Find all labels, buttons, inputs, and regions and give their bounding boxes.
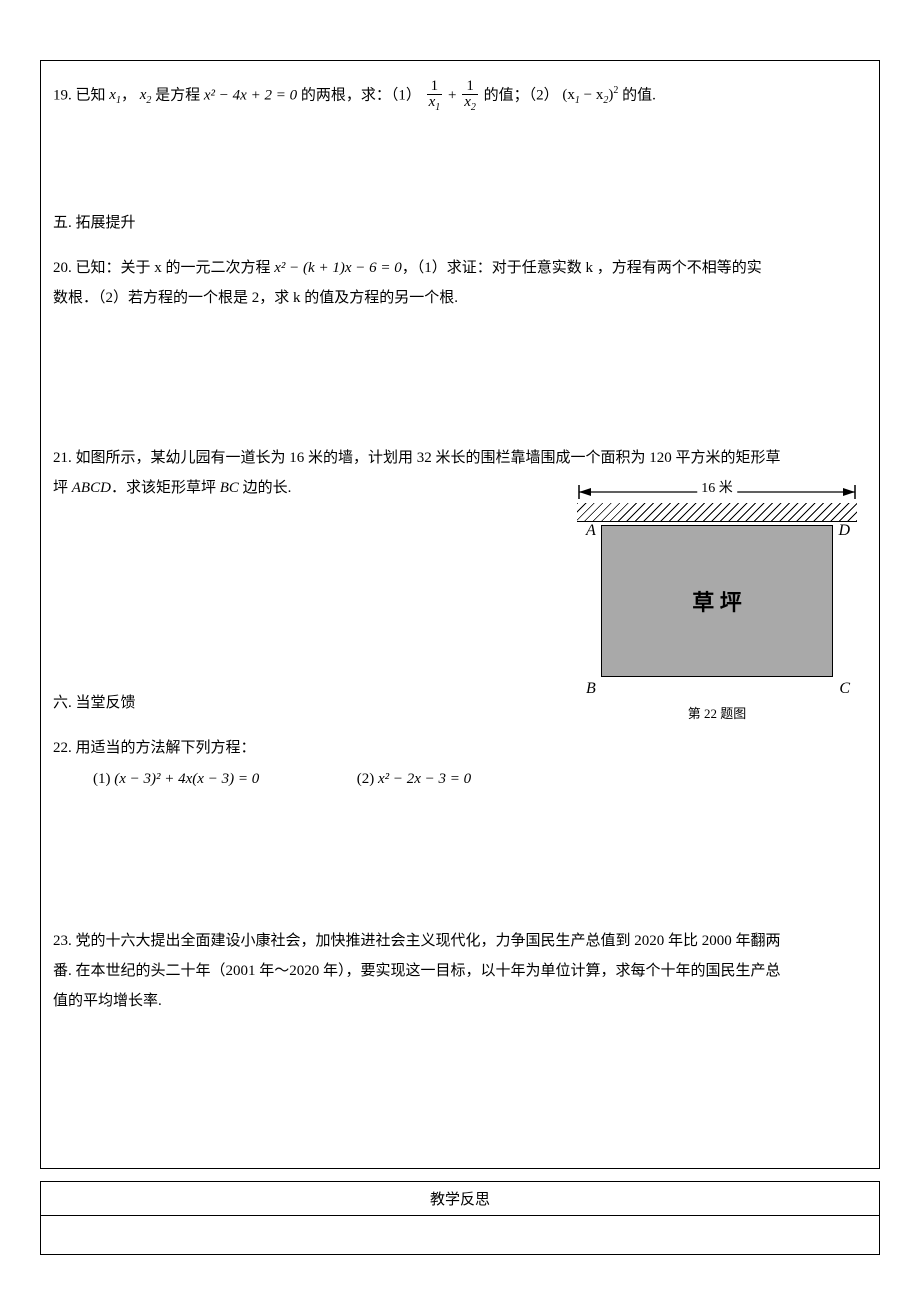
wall-row: 16 米: [577, 483, 857, 525]
page: 19. 已知 x1， x2 是方程 x² − 4x + 2 = 0 的两根，求：…: [0, 0, 920, 1315]
footer-table: 教学反思: [40, 1181, 880, 1255]
question-23-line1: 23. 党的十六大提出全面建设小康社会，加快推进社会主义现代化，力争国民生产总值…: [53, 926, 867, 956]
section-5-title: 五. 拓展提升: [53, 208, 867, 238]
question-19: 19. 已知 x1， x2 是方程 x² − 4x + 2 = 0 的两根，求：…: [53, 79, 867, 113]
corner-a: A: [586, 522, 596, 540]
corner-c: C: [839, 680, 850, 698]
question-21-block: 21. 如图所示，某幼儿园有一道长为 16 米的墙，计划用 32 米长的围栏靠墙…: [53, 443, 867, 673]
q20-equation: x² − (k + 1)x − 6 = 0: [274, 260, 401, 276]
q19-prefix: 19. 已知: [53, 87, 106, 103]
spacer: [53, 1016, 867, 1156]
question-20: 20. 已知：关于 x 的一元二次方程 x² − (k + 1)x − 6 = …: [53, 253, 867, 283]
q19-x1: x1: [109, 87, 121, 103]
wall-hatch: [577, 503, 857, 522]
lawn-rectangle: 草 坪 A D B C: [601, 525, 833, 677]
q19-diff-sq: (x1 − x2)2: [562, 87, 618, 103]
lawn-text: 草 坪: [692, 585, 742, 617]
corner-d: D: [838, 522, 850, 540]
footer-empty-row: [41, 1216, 880, 1255]
main-content-box: 19. 已知 x1， x2 是方程 x² − 4x + 2 = 0 的两根，求：…: [40, 60, 880, 1169]
wall-length-label: 16 米: [697, 477, 737, 497]
footer-title-cell: 教学反思: [41, 1182, 880, 1216]
q22-eq2: x² − 2x − 3 = 0: [378, 771, 471, 787]
question-23-line2: 番. 在本世纪的头二十年（2001 年～2020 年），要实现这一目标，以十年为…: [53, 956, 867, 986]
spacer: [53, 113, 867, 193]
footer-title-row: 教学反思: [41, 1182, 880, 1216]
question-23-line3: 值的平均增长率.: [53, 986, 867, 1016]
q19-equation: x² − 4x + 2 = 0: [204, 87, 297, 103]
question-20-line2: 数根．（2）若方程的一个根是 2，求 k 的值及方程的另一个根.: [53, 283, 867, 313]
q19-x2: x2: [140, 87, 152, 103]
q19-frac2: 1 x2: [462, 79, 478, 113]
question-21-line1: 21. 如图所示，某幼儿园有一道长为 16 米的墙，计划用 32 米长的围栏靠墙…: [53, 443, 867, 473]
lawn-diagram: 16 米 草 坪 A D B C 第 22 题图: [577, 483, 857, 722]
diagram-caption: 第 22 题图: [577, 703, 857, 722]
q19-frac1: 1 x1: [427, 79, 443, 113]
question-22-equations: (1) (x − 3)² + 4x(x − 3) = 0 (2) x² − 2x…: [53, 763, 867, 796]
footer-empty-cell: [41, 1216, 880, 1255]
question-22-title: 22. 用适当的方法解下列方程：: [53, 733, 867, 763]
q22-eq1: (x − 3)² + 4x(x − 3) = 0: [114, 771, 259, 787]
spacer: [53, 876, 867, 926]
corner-b: B: [586, 680, 596, 698]
spacer: [53, 313, 867, 443]
spacer: [53, 796, 867, 876]
